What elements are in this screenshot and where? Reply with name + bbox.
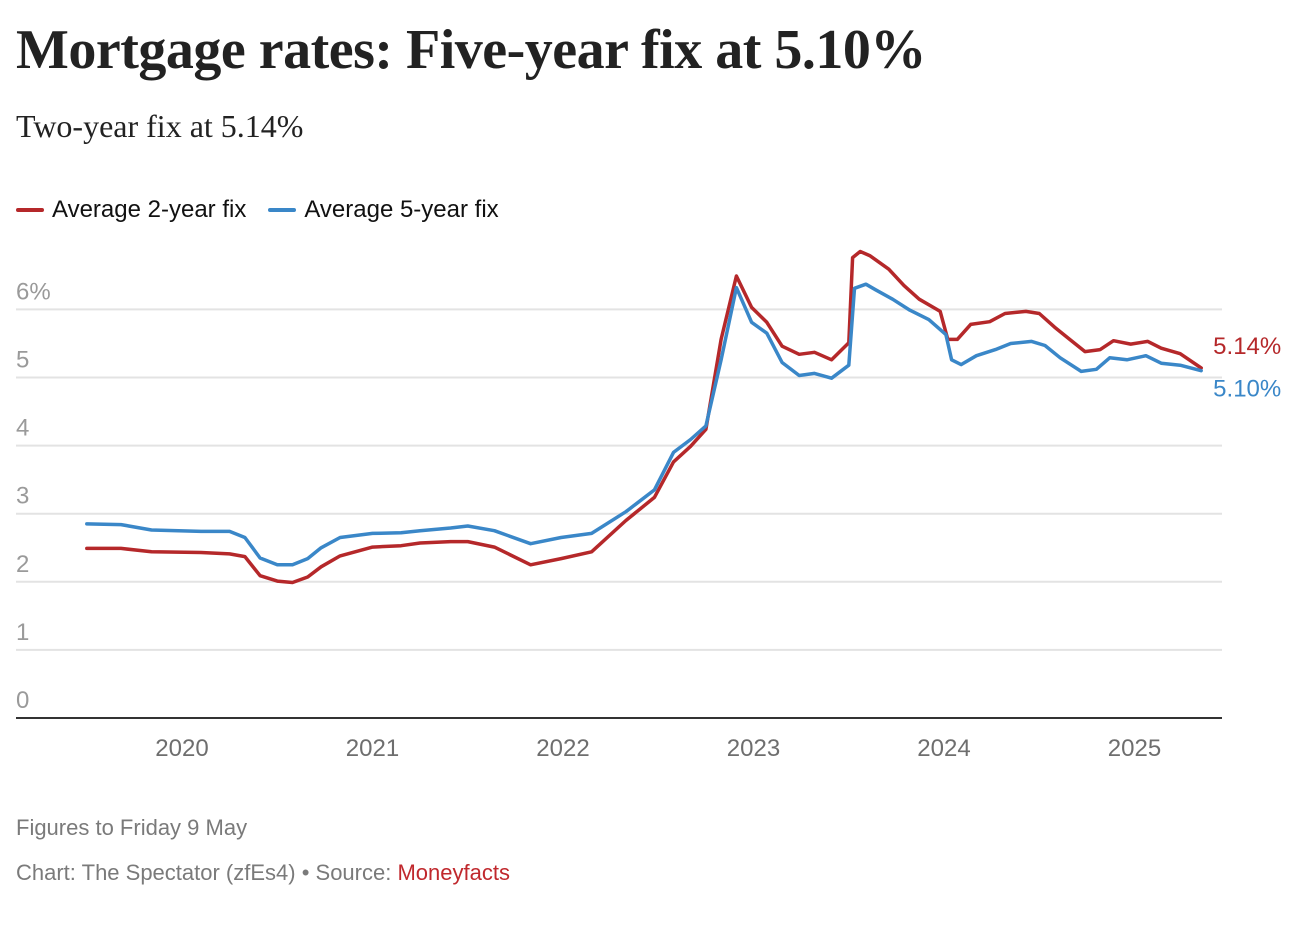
end-label-5-year: 5.10% [1213,376,1281,403]
chart-subtitle: Two-year fix at 5.14% [16,108,304,144]
y-tick-label: 5 [16,347,29,374]
y-tick-label: 1 [16,619,29,646]
end-labels: 5.14% 5.10% [1213,333,1281,403]
x-tick-label: 2022 [536,735,589,762]
series-lines [85,249,1203,585]
y-tick-label: 0 [16,687,29,714]
gridlines [16,308,1222,651]
y-tick-label: 6% [16,278,51,305]
y-tick-label: 4 [16,415,29,442]
chart-title: Mortgage rates: Five-year fix at 5.10% [16,19,926,81]
legend-label-5-year: Average 5-year fix [304,196,499,223]
legend-item-5-year: Average 5-year fix [268,196,499,224]
y-tick-label: 3 [16,483,29,510]
legend-swatch-5-year [268,208,297,212]
legend-label-2-year: Average 2-year fix [52,196,247,223]
x-tick-label: 2021 [346,735,399,762]
x-axis-ticks: 2020 2021 2022 2023 2024 2025 [155,735,1161,762]
y-tick-label: 2 [16,551,29,578]
credit-text: Chart: The Spectator (zfEs4) • Source: [16,860,398,885]
x-tick-label: 2020 [155,735,208,762]
footer-credit: Chart: The Spectator (zfEs4) • Source: M… [16,860,510,886]
legend-swatch-2-year [16,208,44,212]
x-tick-label: 2024 [917,735,970,762]
legend-item-2-year: Average 2-year fix [16,196,246,224]
series-line-5-year [85,282,1203,567]
source-link[interactable]: Moneyfacts [397,860,510,885]
y-axis-ticks: 0 1 2 3 4 5 6% [16,278,51,714]
legend: Average 2-year fix Average 5-year fix [16,196,521,224]
x-tick-label: 2025 [1108,735,1161,762]
footer-note: Figures to Friday 9 May [16,815,248,840]
end-label-2-year: 5.14% [1213,333,1281,360]
x-tick-label: 2023 [727,735,780,762]
series-line-2-year [85,249,1203,585]
